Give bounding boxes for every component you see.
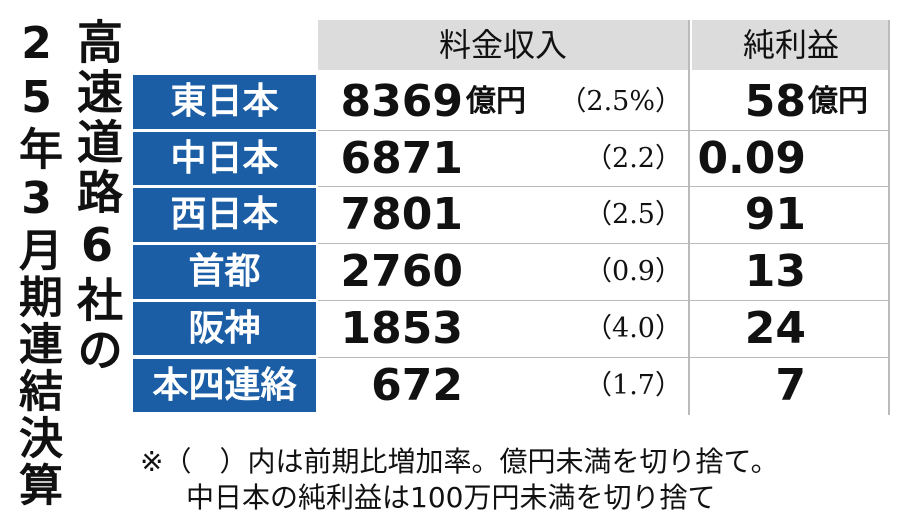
row-name: 首都 xyxy=(133,245,316,299)
row-divider xyxy=(318,129,890,131)
net-income: 91 xyxy=(744,189,806,241)
change-rate: （1.7） xyxy=(585,369,682,401)
change-rate: （2.2） xyxy=(585,142,682,174)
net-income: 24 xyxy=(744,302,806,354)
row-divider xyxy=(318,243,890,245)
row-name: 西日本 xyxy=(133,188,316,243)
revenue: 2760 xyxy=(340,246,463,298)
net-income: 13 xyxy=(744,246,806,298)
row-divider xyxy=(318,186,890,188)
change-rate: （0.9） xyxy=(585,256,682,288)
revenue: 8369 xyxy=(340,76,463,127)
net-income: 58 xyxy=(744,76,806,127)
row-name: 阪神 xyxy=(133,301,316,356)
title-line2: 25年3月期連結決算 xyxy=(11,18,62,509)
change-rate: （2.5） xyxy=(585,199,682,231)
note: ※（ ）内は前期比増加率。億円未満を切り捨て。 xyxy=(140,445,779,478)
revenue: 7801 xyxy=(340,189,463,241)
net-unit: 億円 xyxy=(808,84,868,119)
change-rate: （4.0） xyxy=(585,312,682,344)
column-divider xyxy=(888,20,890,415)
row-name: 本四連絡 xyxy=(133,358,316,413)
row-divider xyxy=(318,356,890,358)
header-net: 純利益 xyxy=(692,20,890,70)
revenue: 6871 xyxy=(340,132,463,184)
revenue-unit: 億円 xyxy=(466,84,526,119)
net-income: 0.09 xyxy=(697,132,806,184)
change-rate: （2.5%） xyxy=(559,86,682,117)
revenue: 672 xyxy=(371,359,463,411)
title-line1: 高速道路6社の xyxy=(70,18,124,376)
revenue: 1853 xyxy=(340,302,463,354)
row-divider xyxy=(318,299,890,301)
row-name: 東日本 xyxy=(133,75,316,129)
row-name: 中日本 xyxy=(133,131,316,186)
note: 中日本の純利益は100万円未満を切り捨て xyxy=(186,481,716,514)
header-revenue: 料金収入 xyxy=(318,20,688,70)
net-income: 7 xyxy=(775,359,806,411)
column-divider xyxy=(688,20,690,415)
